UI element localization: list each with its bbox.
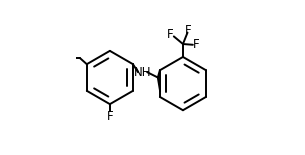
Text: F: F [193, 38, 200, 51]
Text: F: F [185, 24, 192, 37]
Text: F: F [167, 28, 173, 41]
Text: F: F [106, 110, 113, 123]
Text: NH: NH [134, 66, 151, 79]
